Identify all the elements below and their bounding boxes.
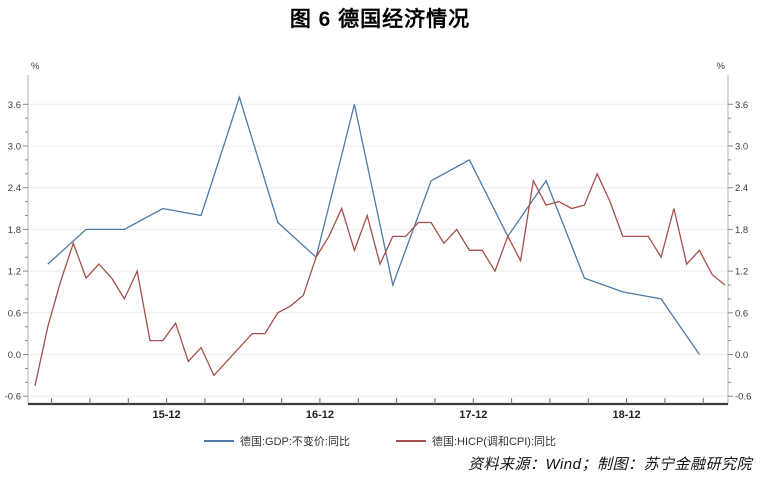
svg-text:17-12: 17-12 <box>459 409 487 421</box>
chart-legend: 德国:GDP:不变价:同比 德国:HICP(调和CPI):同比 <box>0 433 760 449</box>
svg-text:0.6: 0.6 <box>8 308 21 319</box>
svg-text:1.8: 1.8 <box>8 225 21 236</box>
legend-label-gdp: 德国:GDP:不变价:同比 <box>239 436 350 448</box>
svg-text:1.2: 1.2 <box>8 267 21 278</box>
svg-text:15-12: 15-12 <box>153 409 181 421</box>
source-note: 资料来源：Wind；制图：苏宁金融研究院 <box>467 456 752 473</box>
svg-text:3.6: 3.6 <box>8 100 21 111</box>
legend-label-hicp: 德国:HICP(调和CPI):同比 <box>431 436 557 448</box>
svg-text:-0.6: -0.6 <box>5 392 21 403</box>
gdp-line-swatch-icon <box>203 440 234 442</box>
svg-text:2.4: 2.4 <box>8 183 21 194</box>
chart-title: 图 6 德国经济情况 <box>289 8 471 31</box>
svg-text:0.6: 0.6 <box>735 308 748 319</box>
svg-text:%: % <box>717 61 726 72</box>
svg-text:2.4: 2.4 <box>735 183 748 194</box>
svg-text:%: % <box>31 61 40 72</box>
svg-text:18-12: 18-12 <box>613 409 641 421</box>
svg-text:0.0: 0.0 <box>8 350 21 361</box>
svg-text:1.8: 1.8 <box>735 225 748 236</box>
legend-item-gdp: 德国:GDP:不变价:同比 <box>203 433 350 449</box>
legend-item-hicp: 德国:HICP(调和CPI):同比 <box>395 433 557 449</box>
svg-text:0.0: 0.0 <box>735 350 748 361</box>
svg-text:3.0: 3.0 <box>8 142 21 153</box>
hicp-line-swatch-icon <box>395 440 426 442</box>
svg-text:-0.6: -0.6 <box>735 392 751 403</box>
svg-text:16-12: 16-12 <box>306 409 334 421</box>
svg-text:1.2: 1.2 <box>735 267 748 278</box>
svg-text:3.0: 3.0 <box>735 142 748 153</box>
svg-text:3.6: 3.6 <box>735 100 748 111</box>
